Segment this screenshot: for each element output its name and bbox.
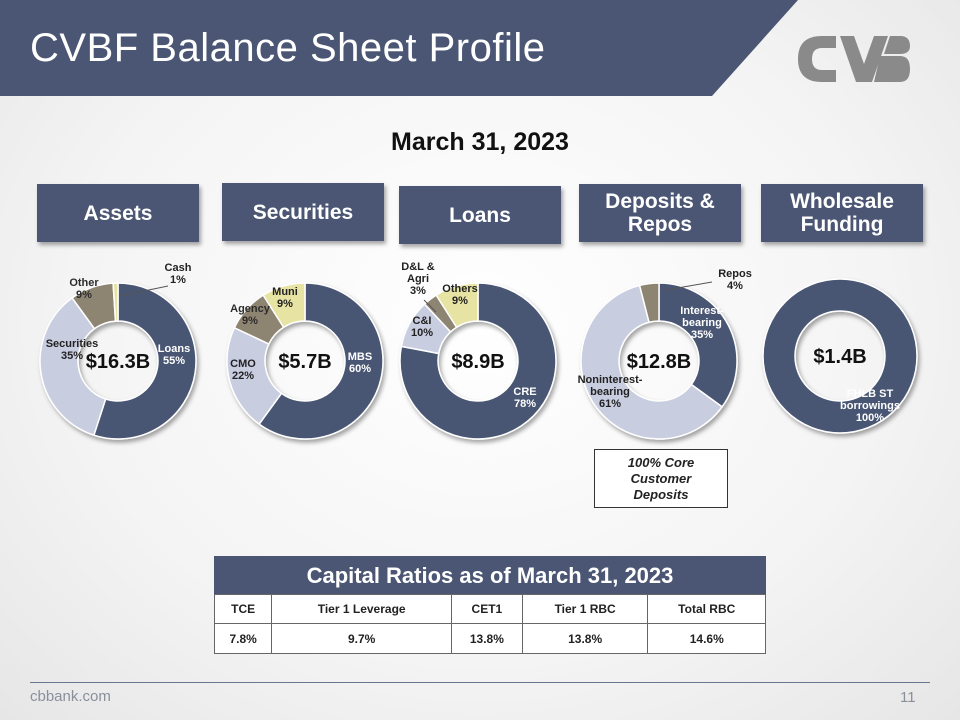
slice-label: FHLB ST borrowings 100% xyxy=(840,388,900,424)
note-line: Customer xyxy=(630,470,692,486)
slice-label: Interest-bearing 35% xyxy=(680,305,724,341)
donut-slice xyxy=(435,282,479,329)
donut-slice xyxy=(92,282,197,440)
slice-label: CRE 78% xyxy=(513,386,536,410)
leader-line xyxy=(423,299,437,313)
donut-slice xyxy=(399,282,557,440)
page-title: CVBF Balance Sheet Profile xyxy=(30,26,546,70)
donut-slice xyxy=(638,282,660,324)
footer-website: cbbank.com xyxy=(30,688,111,705)
slice-label: Noninterest-bearing 61% xyxy=(578,374,643,410)
donut-total: $5.7B xyxy=(278,351,331,373)
donut-2 xyxy=(399,282,557,440)
category-label: Assets xyxy=(83,201,153,225)
note-line: Deposits xyxy=(633,486,689,502)
page-number: 11 xyxy=(900,689,916,706)
donut-total: $12.8B xyxy=(627,351,692,373)
table-cell: 7.8% xyxy=(213,623,273,654)
category-label: Deposits & Repos xyxy=(605,190,715,236)
slice-label: Cash 1% xyxy=(165,262,192,286)
table-row: 7.8% 9.7% 13.8% 13.8% 14.6% xyxy=(213,623,766,654)
category-assets: Assets xyxy=(37,184,199,242)
donut-slice xyxy=(658,282,738,408)
column-header: Total RBC xyxy=(647,594,766,624)
note-line: 100% Core xyxy=(627,454,695,470)
donut-0 xyxy=(39,282,197,440)
slice-label: Loans 55% xyxy=(158,343,190,367)
category-deposits-repos: Deposits & Repos xyxy=(579,184,741,242)
table-cell: 13.8% xyxy=(521,623,649,654)
donut-slice xyxy=(262,282,306,329)
donut-total: $1.4B xyxy=(813,346,866,368)
category-loans: Loans xyxy=(399,186,561,244)
donut-total: $8.9B xyxy=(451,351,504,373)
table-header-row: TCE Tier 1 Leverage CET1 Tier 1 RBC Tota… xyxy=(213,594,766,624)
donut-slice xyxy=(39,296,107,437)
donut-slice xyxy=(762,278,918,434)
slice-label: MBS 60% xyxy=(348,351,372,375)
leader-line xyxy=(665,281,713,291)
slice-label: C&I 10% xyxy=(411,315,433,339)
capital-ratios-title: Capital Ratios as of March 31, 2023 xyxy=(214,556,766,594)
slice-label: Repos 4% xyxy=(718,268,752,292)
column-header: TCE xyxy=(213,594,273,624)
leader-line xyxy=(119,285,169,297)
donut-1 xyxy=(226,282,384,440)
cvb-logo-icon xyxy=(798,36,910,82)
donut-4 xyxy=(762,278,918,434)
slice-label: Agency 9% xyxy=(230,303,271,327)
title-bar-shape xyxy=(0,0,798,96)
slice-label: Securities 35% xyxy=(46,338,99,362)
donut-total: $16.3B xyxy=(86,351,151,373)
table-cell: 9.7% xyxy=(271,623,452,654)
category-label: Loans xyxy=(449,203,511,227)
slice-label: Others 9% xyxy=(442,283,477,307)
footer-divider xyxy=(30,682,930,683)
report-date: March 31, 2023 xyxy=(391,128,569,156)
slice-label: Other 9% xyxy=(69,277,99,301)
capital-ratios-table: TCE Tier 1 Leverage CET1 Tier 1 RBC Tota… xyxy=(213,594,766,654)
slice-label: Muni 9% xyxy=(272,286,298,310)
core-deposits-note: 100% Core Customer Deposits xyxy=(594,449,728,508)
slice-label: D&L & Agri 3% xyxy=(401,261,434,297)
table-cell: 14.6% xyxy=(647,623,766,654)
category-label: Wholesale Funding xyxy=(790,190,894,236)
category-securities: Securities xyxy=(222,183,384,241)
column-header: CET1 xyxy=(450,594,523,624)
column-header: Tier 1 Leverage xyxy=(271,594,452,624)
category-wholesale-funding: Wholesale Funding xyxy=(761,184,923,242)
column-header: Tier 1 RBC xyxy=(521,594,649,624)
donut-3 xyxy=(580,282,738,440)
donut-slice xyxy=(258,282,384,440)
table-cell: 13.8% xyxy=(450,623,523,654)
slice-label: CMO 22% xyxy=(230,358,256,382)
donut-slice xyxy=(580,284,724,440)
title-bar: CVBF Balance Sheet Profile xyxy=(0,0,960,96)
category-label: Securities xyxy=(252,200,354,224)
donut-slice xyxy=(112,282,119,322)
